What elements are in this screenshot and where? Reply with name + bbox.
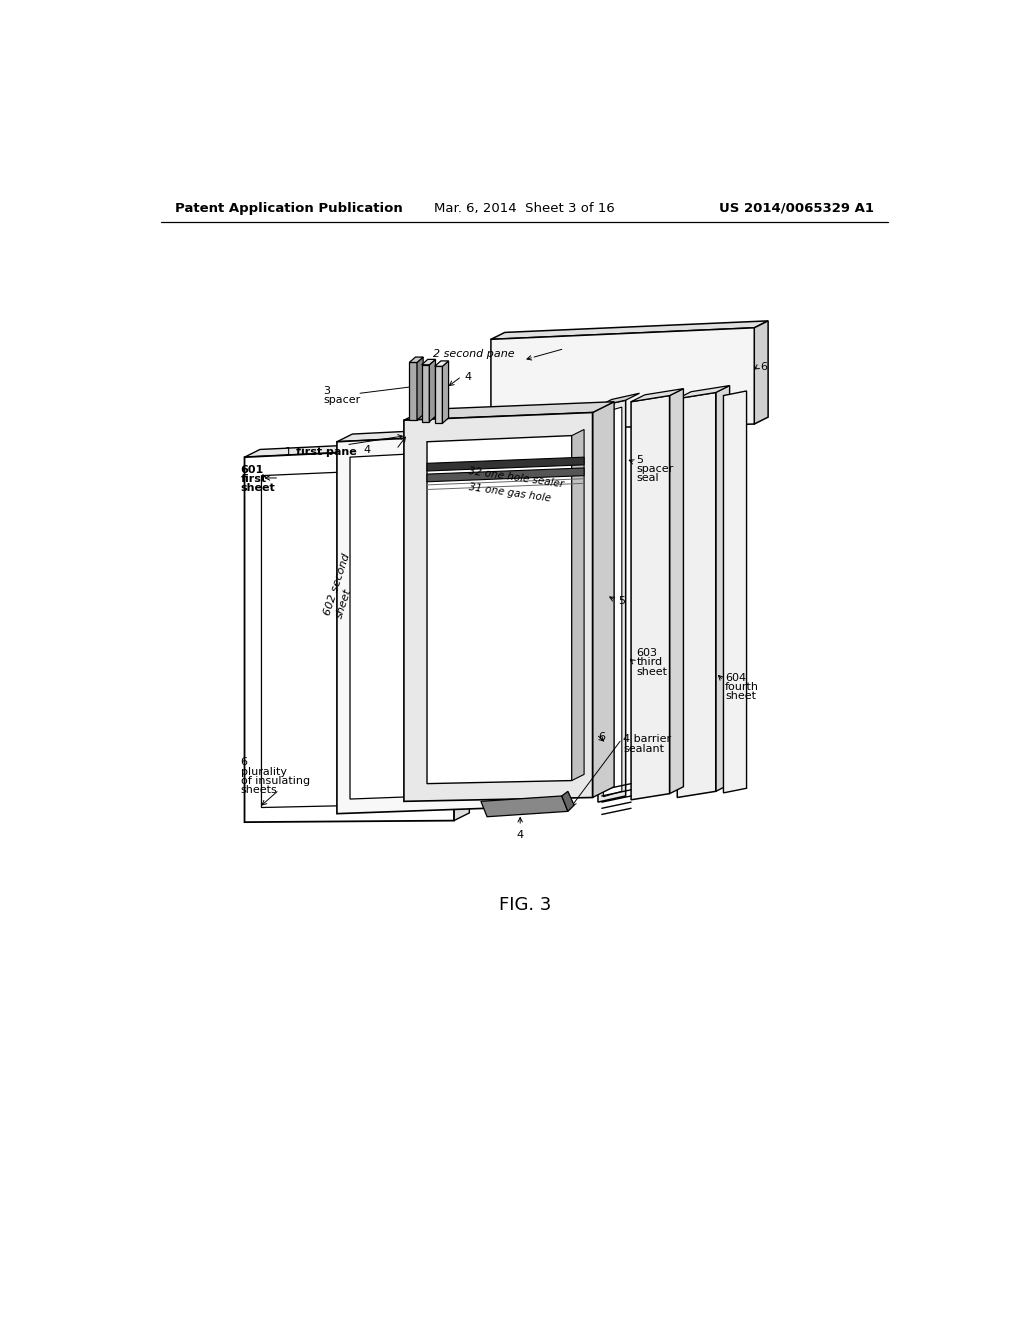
Polygon shape: [403, 412, 593, 801]
Text: 6: 6: [598, 733, 605, 742]
Text: seal: seal: [637, 474, 659, 483]
Text: US 2014/0065329 A1: US 2014/0065329 A1: [720, 202, 874, 215]
Text: 5: 5: [637, 455, 643, 465]
Text: sealant: sealant: [624, 743, 665, 754]
Text: 2 second pane: 2 second pane: [433, 350, 515, 359]
Text: 604: 604: [725, 673, 746, 682]
Polygon shape: [490, 327, 755, 430]
Polygon shape: [337, 433, 508, 813]
Polygon shape: [422, 359, 435, 364]
Polygon shape: [562, 792, 574, 812]
Polygon shape: [454, 440, 469, 821]
Polygon shape: [716, 385, 730, 792]
Polygon shape: [508, 425, 523, 808]
Text: 603: 603: [637, 648, 657, 659]
Text: 4: 4: [517, 830, 523, 840]
Text: 602 second
sheet: 602 second sheet: [323, 552, 364, 620]
Polygon shape: [571, 429, 584, 780]
Polygon shape: [755, 321, 768, 424]
Text: 3: 3: [323, 385, 330, 396]
Text: Patent Application Publication: Patent Application Publication: [175, 202, 403, 215]
Text: 4: 4: [364, 445, 371, 455]
Text: 4 barrier: 4 barrier: [624, 734, 672, 744]
Text: 601: 601: [241, 465, 264, 475]
Text: 4: 4: [464, 372, 471, 383]
Text: sheet: sheet: [725, 692, 756, 701]
Polygon shape: [677, 392, 716, 797]
Text: first pane: first pane: [296, 447, 356, 457]
Text: 31 one gas hole: 31 one gas hole: [468, 482, 552, 503]
Polygon shape: [724, 391, 746, 793]
Polygon shape: [410, 363, 417, 420]
Polygon shape: [261, 469, 437, 808]
Polygon shape: [427, 469, 584, 482]
Polygon shape: [435, 367, 442, 424]
Text: sheet: sheet: [241, 483, 275, 494]
Text: spacer: spacer: [323, 395, 360, 405]
Polygon shape: [245, 440, 469, 457]
Polygon shape: [598, 400, 626, 803]
Text: sheet: sheet: [637, 667, 668, 677]
Text: FIG. 3: FIG. 3: [499, 896, 551, 915]
Text: plurality: plurality: [241, 767, 287, 776]
Polygon shape: [631, 388, 683, 401]
Polygon shape: [603, 407, 622, 797]
Text: 32 one hole sealer: 32 one hole sealer: [468, 466, 564, 490]
Polygon shape: [442, 360, 449, 424]
Polygon shape: [435, 360, 449, 367]
Text: 1: 1: [285, 447, 292, 457]
Polygon shape: [598, 393, 640, 407]
Polygon shape: [481, 796, 568, 817]
Text: fourth: fourth: [725, 682, 759, 692]
Text: 6: 6: [241, 758, 248, 767]
Text: first: first: [241, 474, 267, 484]
Polygon shape: [422, 364, 429, 422]
Polygon shape: [337, 425, 523, 442]
Polygon shape: [490, 321, 768, 339]
Polygon shape: [417, 358, 423, 420]
Text: Mar. 6, 2014  Sheet 3 of 16: Mar. 6, 2014 Sheet 3 of 16: [434, 202, 615, 215]
Text: spacer: spacer: [637, 465, 674, 474]
Polygon shape: [403, 401, 614, 420]
Text: of insulating: of insulating: [241, 776, 310, 785]
Polygon shape: [410, 358, 423, 363]
Text: 6: 6: [761, 362, 767, 372]
Polygon shape: [593, 401, 614, 797]
Polygon shape: [631, 396, 670, 800]
Text: sheets: sheets: [241, 785, 278, 795]
Text: 5: 5: [617, 595, 625, 606]
Polygon shape: [670, 388, 683, 793]
Polygon shape: [429, 359, 435, 422]
Polygon shape: [427, 436, 571, 784]
Polygon shape: [245, 447, 454, 822]
Polygon shape: [350, 449, 494, 799]
Polygon shape: [427, 457, 584, 471]
Polygon shape: [677, 385, 730, 399]
Text: third: third: [637, 657, 663, 668]
